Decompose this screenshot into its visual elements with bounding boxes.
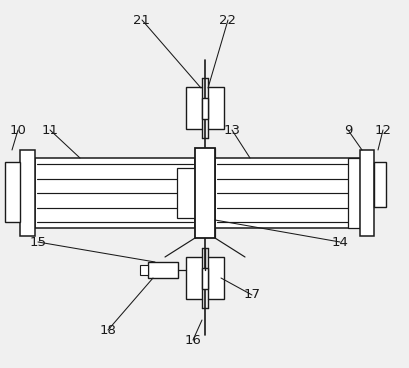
Bar bbox=[207, 257, 223, 299]
Bar bbox=[202, 268, 207, 289]
Bar bbox=[347, 158, 359, 228]
Text: 13: 13 bbox=[223, 124, 240, 137]
Bar bbox=[373, 162, 385, 207]
Bar bbox=[202, 98, 207, 119]
Text: 11: 11 bbox=[41, 124, 58, 137]
Bar bbox=[35, 158, 195, 228]
Bar bbox=[5, 162, 20, 222]
Bar bbox=[195, 148, 214, 238]
Bar bbox=[214, 158, 359, 228]
Text: 21: 21 bbox=[133, 14, 150, 26]
Bar bbox=[139, 265, 148, 275]
Bar bbox=[148, 262, 178, 278]
Text: 10: 10 bbox=[9, 124, 26, 137]
Bar bbox=[186, 87, 202, 129]
Bar bbox=[20, 150, 35, 236]
Text: 22: 22 bbox=[219, 14, 236, 26]
Text: 9: 9 bbox=[343, 124, 351, 137]
Text: 15: 15 bbox=[29, 236, 46, 248]
Bar bbox=[177, 168, 195, 218]
Text: 17: 17 bbox=[243, 289, 260, 301]
Bar bbox=[359, 150, 373, 236]
Bar bbox=[186, 257, 202, 299]
Text: 18: 18 bbox=[99, 323, 116, 336]
Text: 14: 14 bbox=[331, 236, 348, 248]
Bar bbox=[207, 87, 223, 129]
Text: 12: 12 bbox=[373, 124, 391, 137]
Text: 16: 16 bbox=[184, 333, 201, 347]
